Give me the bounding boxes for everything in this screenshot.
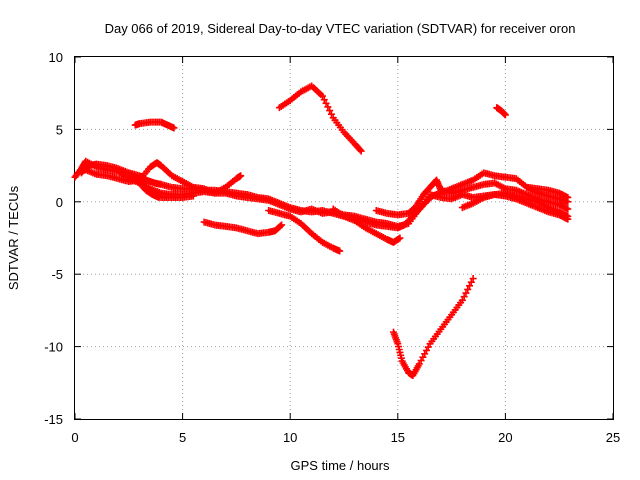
y-tick-label: 10 — [49, 50, 63, 65]
y-tick-label: -5 — [51, 267, 63, 282]
data-point — [564, 193, 572, 201]
data-point — [466, 282, 474, 290]
chart-title: Day 066 of 2019, Sidereal Day-to-day VTE… — [105, 21, 576, 36]
data-point — [462, 289, 470, 297]
data-point — [501, 111, 509, 119]
y-tick-label: 5 — [56, 122, 63, 137]
data-point — [407, 214, 415, 222]
plot-frame — [74, 56, 614, 420]
x-axis-label: GPS time / hours — [291, 458, 390, 473]
series-track-h — [329, 205, 404, 246]
data-point — [469, 275, 477, 283]
x-tick-label: 15 — [391, 430, 405, 445]
data-point — [564, 212, 572, 220]
series-track-o — [389, 275, 477, 380]
x-tick-label: 5 — [179, 430, 186, 445]
data-point — [170, 124, 178, 132]
data-point — [189, 192, 197, 200]
series-track-f — [200, 218, 286, 238]
series-track-i — [372, 176, 572, 219]
series-track-l — [131, 118, 178, 132]
series-track-g — [265, 206, 344, 255]
data-point — [278, 221, 286, 229]
data-point — [277, 222, 285, 230]
series-track-j — [458, 189, 572, 220]
data-point — [460, 293, 468, 301]
x-axis: 0 5 10 15 20 25 — [71, 57, 620, 445]
data-point — [564, 205, 572, 213]
series-track-m — [275, 82, 365, 155]
data-point — [326, 107, 334, 115]
x-tick-label: 20 — [498, 430, 512, 445]
series-track-k — [523, 183, 572, 201]
y-tick-label: -10 — [44, 340, 63, 355]
series-track-n — [493, 104, 509, 119]
y-tick-label: 0 — [56, 195, 63, 210]
data-point — [336, 247, 344, 255]
data-point — [324, 103, 332, 111]
series-track-c — [82, 159, 245, 197]
x-tick-label: 10 — [283, 430, 297, 445]
data-point — [318, 92, 326, 100]
data-point — [320, 96, 328, 104]
y-axis: -15 -10 -5 0 5 10 — [44, 50, 613, 427]
grid — [75, 57, 613, 419]
y-axis-label: SDTVAR / TECUs — [6, 185, 21, 290]
data-point — [396, 234, 404, 242]
data-point — [327, 110, 335, 118]
data-point — [322, 99, 330, 107]
data-point — [357, 147, 365, 155]
data-point — [458, 296, 466, 304]
data-point — [464, 285, 472, 293]
data-point — [356, 146, 364, 154]
data-point — [467, 278, 475, 286]
data-series — [71, 82, 572, 380]
data-point — [237, 172, 245, 180]
series-track-e — [125, 169, 197, 201]
x-tick-label: 25 — [606, 430, 620, 445]
x-tick-label: 0 — [71, 430, 78, 445]
y-tick-label: -15 — [44, 412, 63, 427]
